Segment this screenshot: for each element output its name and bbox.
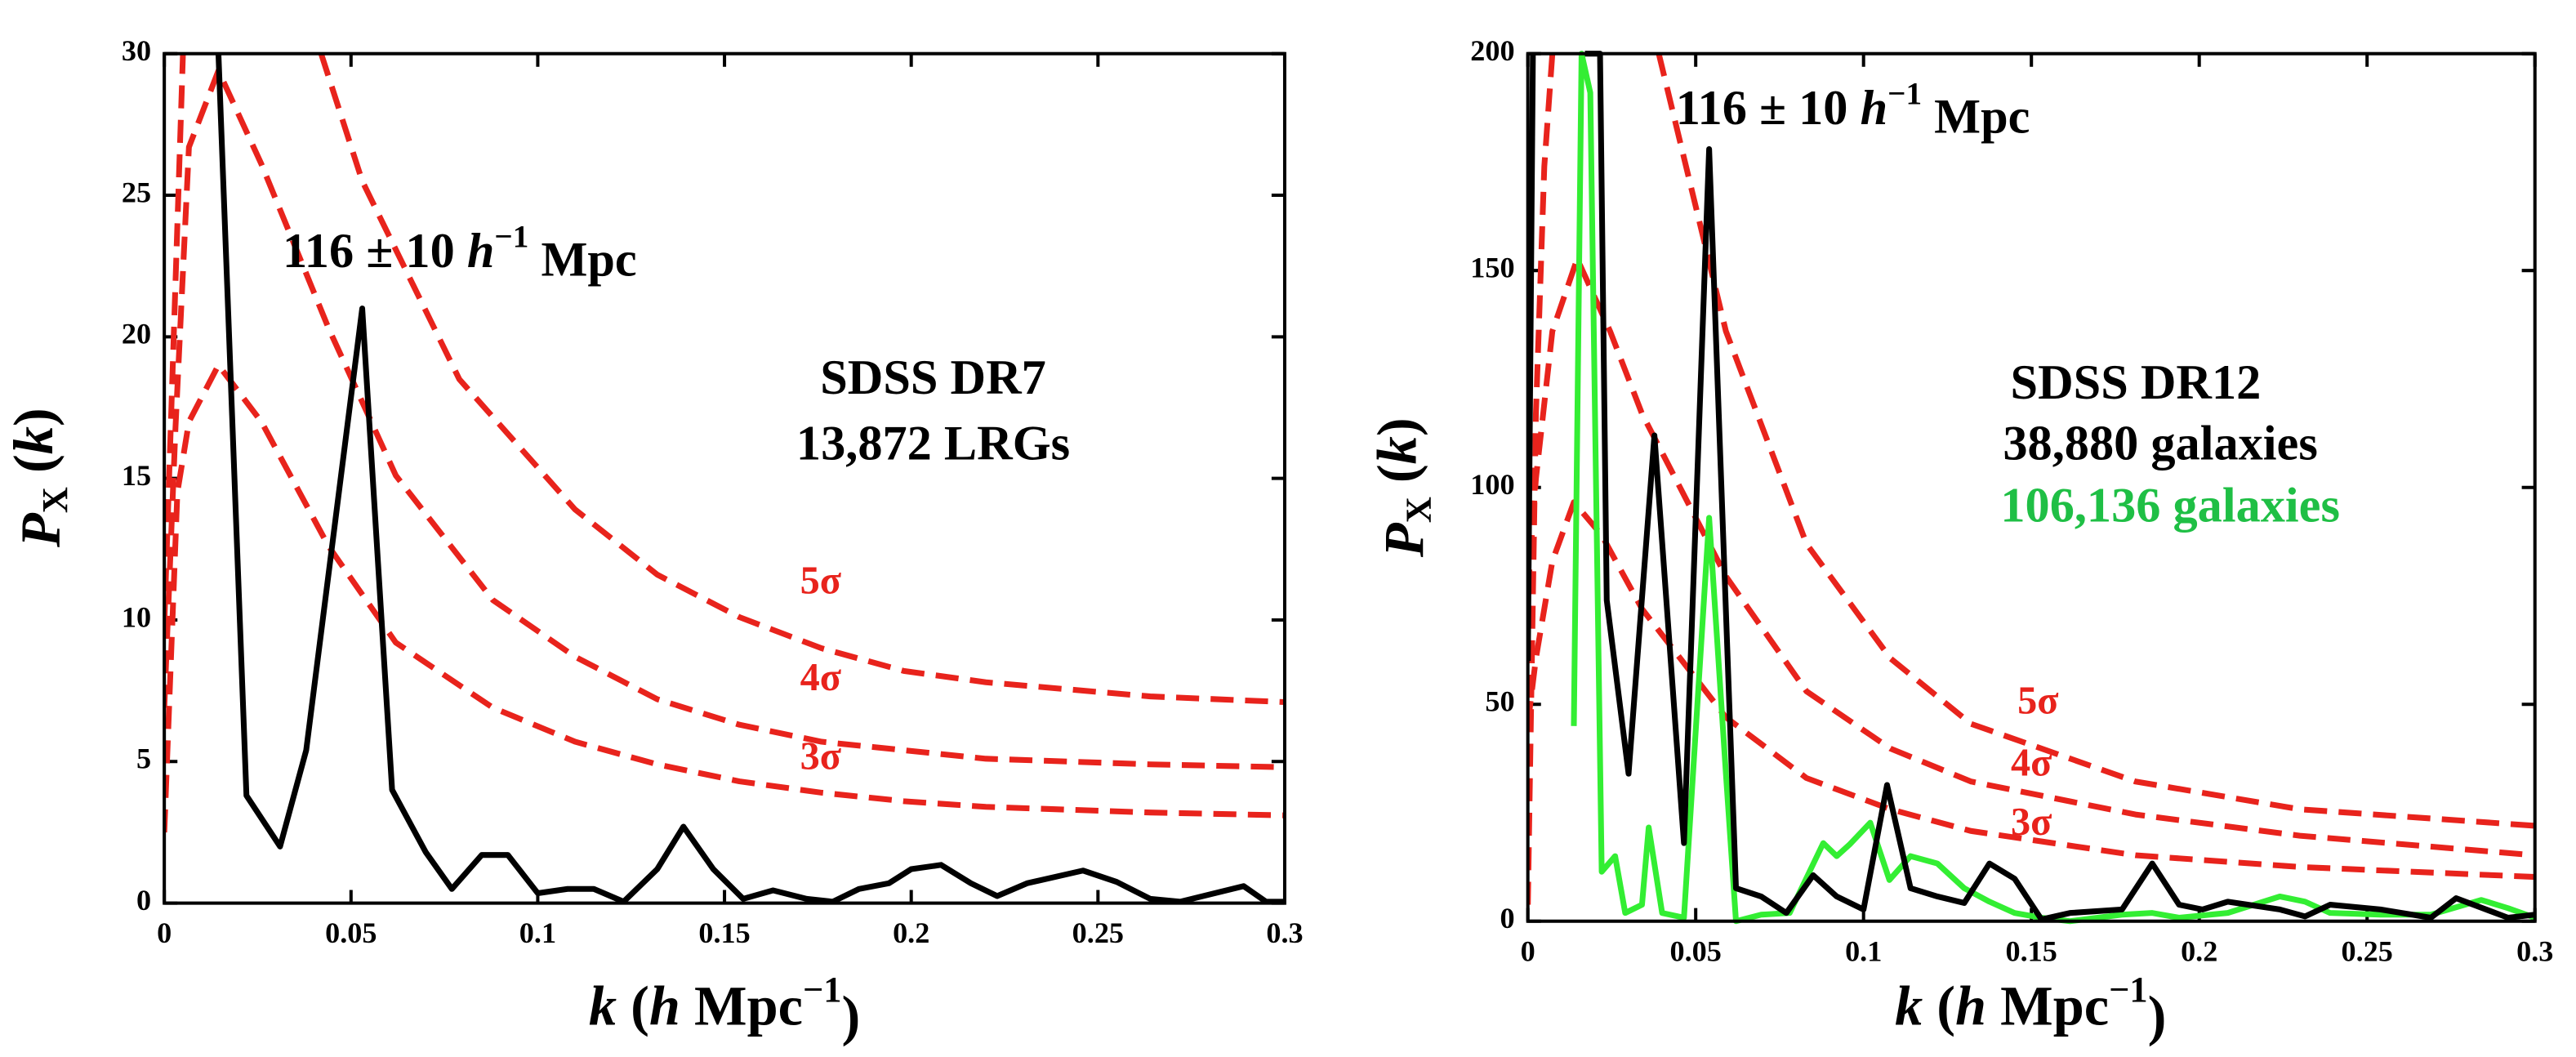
y-axis-label: PX (k) — [2, 408, 75, 548]
label-part: ) — [2148, 984, 2167, 1046]
label-part: h — [649, 974, 680, 1037]
x-tick-label: 0.1 — [519, 917, 556, 949]
x-tick-label: 0.2 — [2181, 934, 2217, 967]
y-tick-label: 10 — [122, 600, 151, 633]
annotation: 13,872 LRGs — [796, 416, 1070, 471]
y-tick-label: 100 — [1470, 468, 1514, 501]
data-line — [1527, 499, 2535, 881]
series-label: 3σ — [800, 735, 841, 778]
y-tick-label: 15 — [122, 459, 151, 492]
plot-frame — [1526, 51, 2537, 923]
y-axis-label: PX (k) — [1366, 417, 1438, 558]
label-part: −1 — [1887, 76, 1922, 111]
label-part: −1 — [2109, 969, 2148, 1010]
label-part: 116 ± 10 — [283, 224, 467, 279]
label-part: k — [1366, 436, 1428, 464]
x-tick-label: 0.15 — [698, 917, 750, 949]
x-tick-label: 0.1 — [1845, 934, 1882, 967]
label-part: k — [2, 426, 65, 454]
label-part: ( — [1923, 974, 1955, 1037]
label-part: Mpc — [680, 974, 803, 1037]
lines — [164, 52, 1285, 905]
y-tick-label: 150 — [1470, 252, 1514, 284]
annotation: 38,880 galaxies — [2003, 416, 2317, 471]
label-part: X — [1398, 497, 1439, 523]
x-tick-label: 0.3 — [2516, 934, 2553, 967]
data-line — [164, 52, 1285, 706]
x-tick-label: 0.25 — [2342, 934, 2393, 967]
plot-frame — [163, 51, 1286, 905]
chart: 0 0.05 0.1 0.15 0.2 0.25 0.3 0 5 10 15 20 25 30 5σ 4σ 3σ… — [2, 34, 1304, 1046]
x-tick-label: 0 — [157, 917, 172, 949]
x-axis-label: k (h Mpc−1) — [1895, 969, 2166, 1046]
label-part: ( — [1366, 464, 1428, 497]
x-axis-label: k (h Mpc−1) — [589, 969, 860, 1046]
series-label: 4σ — [2011, 742, 2052, 785]
label-part: Mpc — [1986, 974, 2109, 1037]
y-tick-label: 5 — [136, 743, 151, 775]
label-part: X — [34, 487, 75, 513]
label-part: h — [1955, 974, 1986, 1037]
y-tick-label: 0 — [1500, 902, 1514, 934]
y-tick-label: 0 — [136, 884, 151, 917]
x-tick-label: 0.2 — [893, 917, 929, 949]
label-part: ( — [617, 974, 649, 1037]
data-line — [1571, 51, 2535, 925]
annotation: SDSS DR12 — [2011, 355, 2262, 410]
label-part: Mpc — [528, 232, 636, 287]
x-tick-label: 0.3 — [1266, 917, 1303, 949]
data-line — [1527, 256, 2535, 859]
x-tick-label: 0 — [1521, 934, 1535, 967]
series-label: 5σ — [2017, 679, 2058, 722]
label-part: 116 ± 10 — [1676, 81, 1861, 136]
annotation: SDSS DR7 — [820, 350, 1046, 405]
label-part: h — [467, 224, 495, 279]
y-tick-label: 20 — [122, 318, 151, 350]
label-part: ( — [2, 454, 65, 487]
y-tick-label: 200 — [1470, 34, 1514, 67]
label-part: −1 — [494, 219, 528, 254]
series-label: 3σ — [2011, 801, 2052, 844]
y-tick-label: 25 — [122, 176, 151, 208]
label-part: ) — [1366, 417, 1428, 436]
label-part: h — [1861, 81, 1888, 136]
series-label: 5σ — [800, 559, 841, 602]
x-tick-label: 0.05 — [1670, 934, 1722, 967]
x-tick-label: 0.15 — [2006, 934, 2057, 967]
x-tick-label: 0.05 — [325, 917, 377, 949]
label-part: P — [1373, 522, 1435, 558]
annotation: 116 ± 10 h−1 Mpc — [283, 219, 637, 287]
chart: 0 0.05 0.1 0.15 0.2 0.25 0.3 0 50 100 150 200 5σ 4σ 3σ… — [1366, 34, 2553, 1046]
data-line — [215, 53, 1285, 905]
label-part: Mpc — [1922, 89, 2030, 144]
y-tick-label: 30 — [122, 34, 151, 67]
annotation: 116 ± 10 h−1 Mpc — [1676, 76, 2030, 144]
label-part: k — [589, 974, 617, 1037]
x-tick-label: 0.25 — [1072, 917, 1124, 949]
label-part: ) — [2, 408, 65, 426]
label-part: ) — [842, 984, 861, 1046]
data-line — [164, 67, 1285, 770]
lines — [1527, 51, 2535, 925]
series-label: 4σ — [800, 656, 841, 699]
label-part: k — [1895, 974, 1923, 1037]
data-line — [1527, 52, 2535, 905]
label-part: −1 — [803, 969, 842, 1010]
label-part: P — [9, 512, 71, 548]
y-tick-label: 50 — [1485, 685, 1514, 718]
data-line — [164, 362, 1285, 833]
annotation: 106,136 galaxies — [2000, 479, 2340, 533]
